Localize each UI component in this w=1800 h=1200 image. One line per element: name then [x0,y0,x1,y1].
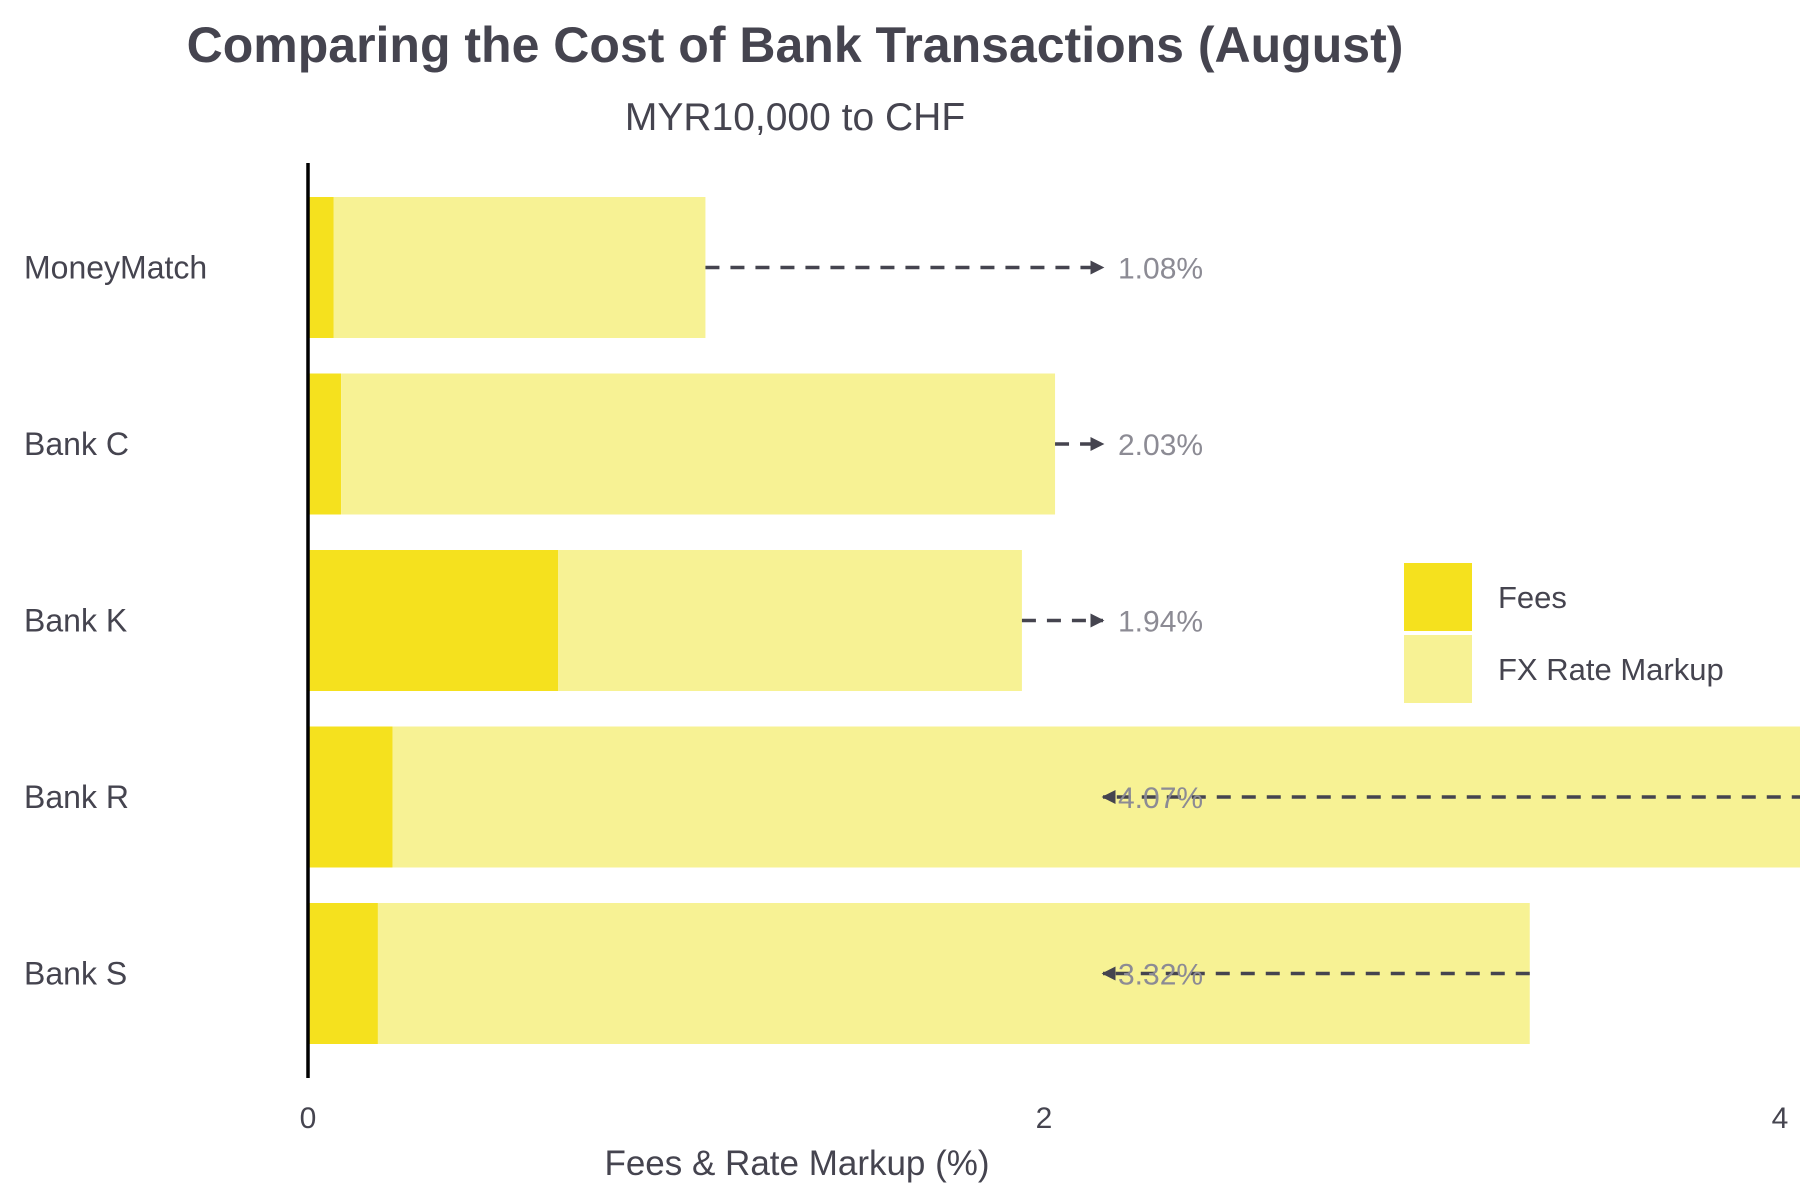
chart-subtitle: MYR10,000 to CHF [625,96,965,139]
plot-area: MoneyMatch 1.08% Bank C 2.03% Bank K 1.94% Ban… [24,197,1800,1135]
legend-swatch [1404,635,1472,703]
total-label: 4.07% [1118,782,1203,815]
total-label: 1.08% [1118,253,1203,286]
bar-fx-rate-markup [377,903,1530,1044]
total-label: 2.03% [1118,429,1203,462]
legend-swatch [1404,563,1472,631]
bar-fees [308,726,393,868]
bar-fees [308,903,378,1044]
legend: Fees FX Rate Markup [1404,563,1724,703]
x-tick-label: 4 [1772,1102,1789,1135]
x-tick-label: 0 [300,1102,317,1135]
category-label: Bank C [24,426,129,462]
bar-fees [308,197,334,338]
category-label: Bank R [24,779,129,815]
x-axis-title: Fees & Rate Markup (%) [604,1144,989,1183]
chart-title: Comparing the Cost of Bank Transactions … [187,17,1404,73]
total-label: 1.94% [1118,606,1203,639]
bar-fx-rate-markup [341,373,1056,515]
bar-fx-rate-markup [558,550,1022,691]
legend-label: FX Rate Markup [1498,652,1724,687]
bar-fees [308,550,559,691]
x-tick-label: 2 [1036,1102,1053,1135]
total-label: 3.32% [1118,959,1203,992]
bar-fx-rate-markup [392,726,1800,868]
category-label: Bank K [24,603,127,639]
category-label: MoneyMatch [24,250,207,286]
legend-label: Fees [1498,580,1567,615]
bar-fees [308,373,342,515]
bar-fx-rate-markup [333,197,706,338]
category-label: Bank S [24,956,127,992]
